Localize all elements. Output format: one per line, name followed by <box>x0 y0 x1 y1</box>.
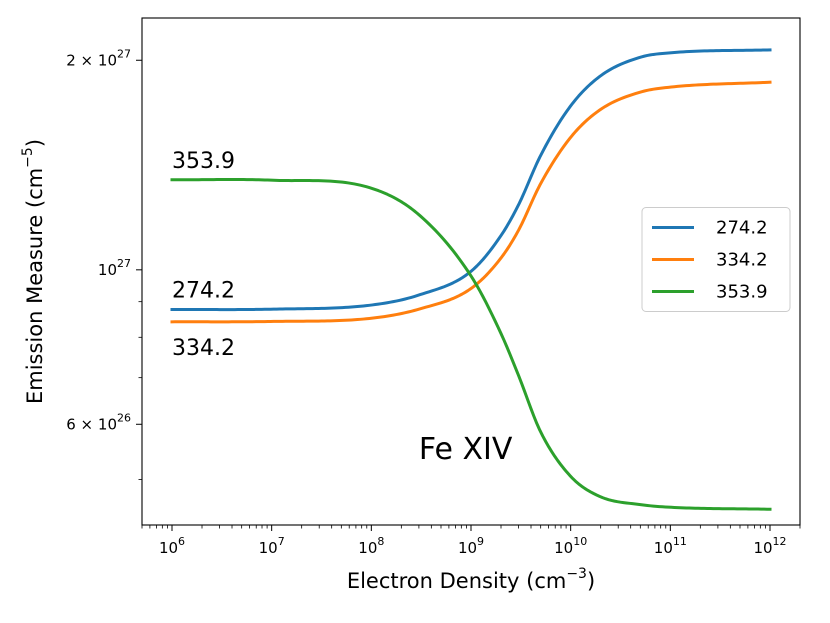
legend-label: 334.2 <box>716 250 768 271</box>
y-tick-label: 2 × 1027 <box>66 47 131 69</box>
y-tick-label: 6 × 1026 <box>66 411 131 433</box>
legend-label: 274.2 <box>716 218 768 239</box>
series-line-353-9 <box>170 177 772 511</box>
series-line-334-2 <box>170 80 772 324</box>
x-axis-title: Electron Density (cm−3) <box>347 566 595 593</box>
x-tick-label: 1010 <box>554 535 587 557</box>
annotation-label: 274.2 <box>172 279 235 304</box>
y-axis-title: Emission Measure (cm−5) <box>20 139 47 404</box>
x-tick-label: 1011 <box>654 535 687 557</box>
legend-label: 353.9 <box>716 282 768 303</box>
series-line-274-2 <box>170 48 772 312</box>
annotation-label: Fe XIV <box>419 432 513 467</box>
x-tick-label: 107 <box>259 535 285 557</box>
annotation-label: 353.9 <box>172 149 235 174</box>
x-tick-label: 109 <box>458 535 484 557</box>
y-tick-label: 1027 <box>98 257 131 279</box>
x-tick-label: 1012 <box>753 535 786 557</box>
annotation-label: 334.2 <box>172 336 235 361</box>
legend-box <box>641 207 791 312</box>
x-tick-label: 106 <box>159 535 185 557</box>
x-tick-label: 108 <box>358 535 384 557</box>
